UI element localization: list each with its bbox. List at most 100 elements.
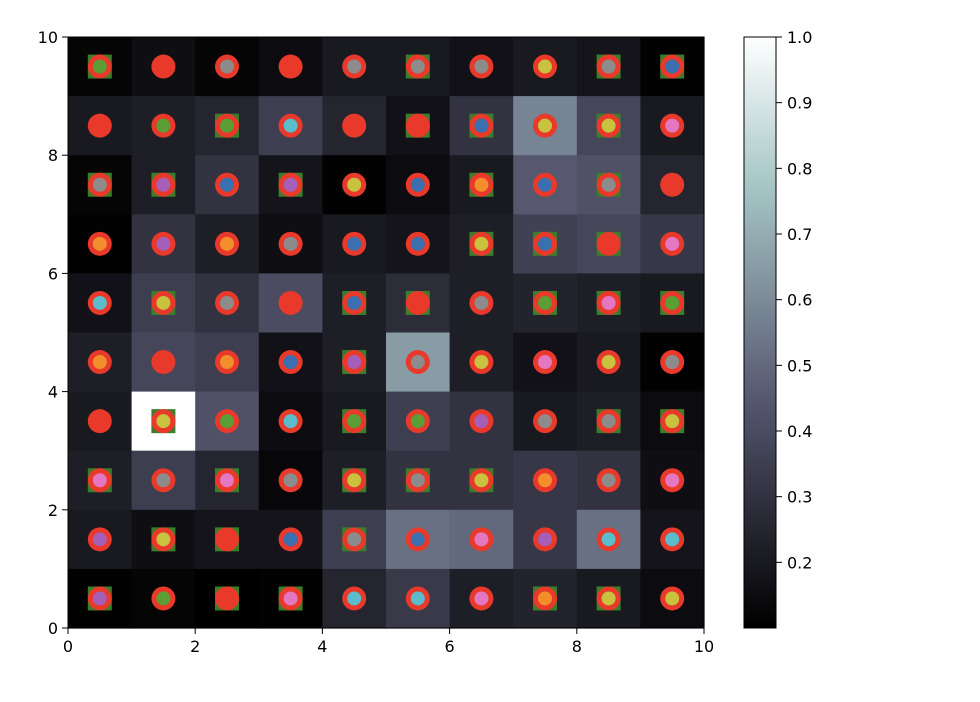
dot-marker [220, 532, 234, 547]
marker [87, 290, 112, 315]
dot-marker [665, 59, 680, 74]
marker [278, 468, 303, 493]
dot-marker [474, 414, 489, 429]
marker [342, 290, 367, 315]
marker [151, 350, 176, 375]
marker [660, 113, 685, 138]
dot-marker [347, 591, 362, 606]
dot-marker [665, 177, 680, 192]
marker [405, 409, 430, 434]
dot-marker [538, 177, 552, 192]
marker [278, 350, 303, 375]
dot-marker [347, 118, 362, 133]
marker [151, 468, 176, 493]
marker [87, 586, 112, 611]
dot-marker [538, 295, 552, 310]
dot-marker [474, 118, 489, 133]
marker [215, 350, 239, 375]
dot-marker [92, 355, 107, 370]
dot-marker [156, 591, 171, 606]
dot-marker [92, 118, 107, 133]
marker [469, 172, 494, 197]
dot-marker [283, 295, 298, 310]
dot-marker [410, 59, 425, 74]
marker [660, 409, 685, 434]
marker [405, 468, 430, 493]
marker [342, 113, 367, 138]
marker [278, 54, 303, 79]
marker [215, 527, 239, 552]
dot-marker [347, 177, 362, 192]
dot-marker [283, 355, 298, 370]
y-tick-label: 10 [38, 28, 58, 47]
marker [151, 231, 176, 256]
marker [469, 527, 494, 552]
marker [342, 586, 367, 611]
marker [596, 54, 621, 79]
marker [151, 409, 176, 434]
y-tick-label: 6 [48, 264, 58, 283]
dot-marker [347, 59, 362, 74]
dot-marker [601, 236, 616, 251]
marker [405, 350, 430, 375]
dot-marker [283, 118, 298, 133]
dot-marker [220, 177, 234, 192]
dot-marker [410, 532, 425, 547]
dot-marker [601, 355, 616, 370]
dot-marker [410, 236, 425, 251]
dot-marker [92, 591, 107, 606]
marker [469, 231, 494, 256]
marker [469, 54, 494, 79]
dot-marker [665, 355, 680, 370]
marker [596, 113, 621, 138]
marker [533, 113, 557, 138]
marker [533, 409, 557, 434]
y-tick-label: 0 [48, 619, 58, 638]
marker [87, 172, 112, 197]
dot-marker [665, 532, 680, 547]
dot-marker [474, 591, 489, 606]
dot-marker [538, 591, 552, 606]
marker [151, 527, 176, 552]
marker [87, 113, 112, 138]
marker [342, 468, 367, 493]
marker [151, 172, 176, 197]
marker [596, 586, 621, 611]
dot-marker [220, 591, 234, 606]
marker [533, 350, 557, 375]
marker [87, 468, 112, 493]
x-tick-label: 6 [445, 637, 455, 656]
dot-marker [92, 59, 107, 74]
dot-marker [665, 295, 680, 310]
x-tick-label: 2 [190, 637, 200, 656]
dot-marker [601, 591, 616, 606]
dot-marker [92, 177, 107, 192]
marker [405, 172, 430, 197]
x-tick-label: 10 [694, 637, 714, 656]
dot-marker [601, 295, 616, 310]
marker [660, 468, 685, 493]
marker [151, 113, 176, 138]
marker [405, 586, 430, 611]
marker [596, 527, 621, 552]
marker [215, 586, 239, 611]
dot-marker [220, 414, 234, 429]
dot-marker [347, 532, 362, 547]
marker [87, 527, 112, 552]
colorbar-tick-label: 0.2 [787, 553, 812, 572]
y-tick-label: 2 [48, 501, 58, 520]
dot-marker [410, 177, 425, 192]
marker-layer [87, 54, 685, 611]
dot-marker [538, 473, 552, 488]
dot-marker [283, 532, 298, 547]
y-tick-label: 4 [48, 383, 58, 402]
colorbar-tick-label: 0.7 [787, 225, 812, 244]
dot-marker [410, 118, 425, 133]
marker [278, 172, 303, 197]
plot-frame [67, 36, 705, 629]
dot-marker [601, 177, 616, 192]
marker [278, 409, 303, 434]
y-tick-label: 8 [48, 146, 58, 165]
marker [660, 54, 685, 79]
